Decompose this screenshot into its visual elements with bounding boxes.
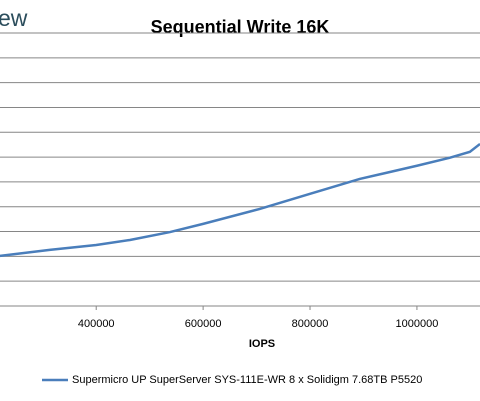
x-tick-label: 800000 (292, 318, 329, 330)
x-tick-label: 1000000 (396, 318, 439, 330)
legend-label: Supermicro UP SuperServer SYS-111E-WR 8 … (72, 374, 422, 386)
x-tick-label: 400000 (78, 318, 115, 330)
x-axis-label: IOPS (249, 338, 275, 350)
series-line (0, 142, 480, 258)
x-tick-label: 600000 (185, 318, 222, 330)
logo: ew (0, 5, 28, 31)
chart-title: Sequential Write 16K (151, 17, 330, 37)
